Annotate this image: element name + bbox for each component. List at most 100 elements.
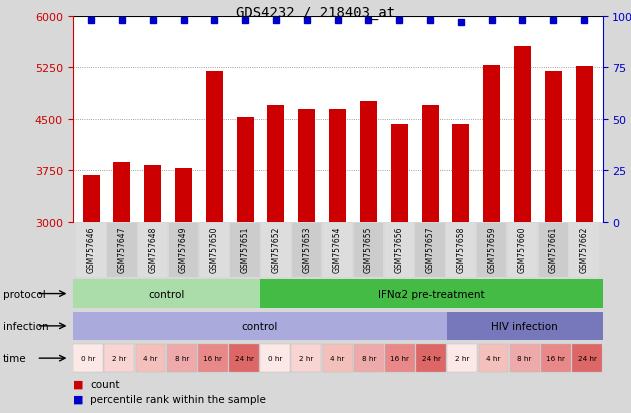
Text: 16 hr: 16 hr (546, 355, 565, 361)
Text: 4 hr: 4 hr (143, 355, 158, 361)
Bar (354, 223, 383, 277)
Text: GSM757651: GSM757651 (240, 226, 250, 273)
Bar (384, 223, 414, 277)
Text: 8 hr: 8 hr (517, 355, 532, 361)
Text: 16 hr: 16 hr (391, 355, 410, 361)
Text: GSM757658: GSM757658 (456, 226, 465, 273)
Text: 0 hr: 0 hr (81, 355, 95, 361)
Bar (175, 169, 192, 222)
Bar (73, 280, 259, 308)
Bar (447, 344, 477, 373)
Text: GSM757657: GSM757657 (425, 226, 435, 273)
Text: 16 hr: 16 hr (203, 355, 222, 361)
Bar (144, 166, 161, 222)
Bar (259, 280, 603, 308)
Text: 2 hr: 2 hr (299, 355, 314, 361)
Bar (569, 223, 599, 277)
Bar (510, 344, 540, 373)
Bar (452, 125, 469, 222)
Text: ■: ■ (73, 379, 83, 389)
Text: 8 hr: 8 hr (362, 355, 376, 361)
Bar (104, 344, 134, 373)
Text: GSM757649: GSM757649 (179, 226, 188, 273)
Bar (572, 344, 602, 373)
Text: 4 hr: 4 hr (331, 355, 345, 361)
Bar (107, 223, 136, 277)
Text: IFNα2 pre-treatment: IFNα2 pre-treatment (378, 289, 485, 299)
Text: control: control (148, 289, 184, 299)
Bar (323, 223, 352, 277)
Text: GSM757652: GSM757652 (271, 226, 280, 273)
Bar (422, 106, 439, 222)
Text: 24 hr: 24 hr (235, 355, 254, 361)
Bar (114, 163, 131, 222)
Text: 2 hr: 2 hr (455, 355, 469, 361)
Text: GSM757662: GSM757662 (580, 226, 589, 273)
Bar (76, 223, 106, 277)
Text: GSM757647: GSM757647 (117, 226, 126, 273)
Bar (385, 344, 415, 373)
Text: percentile rank within the sample: percentile rank within the sample (90, 394, 266, 404)
Text: 2 hr: 2 hr (112, 355, 127, 361)
Bar (416, 344, 446, 373)
Text: 8 hr: 8 hr (175, 355, 189, 361)
Bar (237, 118, 254, 222)
Text: 4 hr: 4 hr (487, 355, 500, 361)
Bar (298, 110, 316, 222)
Text: 0 hr: 0 hr (268, 355, 283, 361)
Text: infection: infection (3, 321, 49, 331)
Text: GSM757650: GSM757650 (210, 226, 219, 273)
Text: 24 hr: 24 hr (422, 355, 440, 361)
Bar (541, 344, 571, 373)
Text: count: count (90, 379, 120, 389)
Text: protocol: protocol (3, 289, 46, 299)
Text: control: control (242, 321, 278, 331)
Bar (539, 223, 568, 277)
Bar (138, 223, 167, 277)
Text: GSM757646: GSM757646 (86, 226, 95, 273)
Text: GSM757653: GSM757653 (302, 226, 311, 273)
Bar (229, 344, 259, 373)
Bar (206, 71, 223, 222)
Text: GSM757655: GSM757655 (364, 226, 373, 273)
Bar (73, 312, 447, 340)
Bar (478, 344, 509, 373)
Bar (73, 344, 103, 373)
Bar (169, 223, 198, 277)
Bar (83, 176, 100, 222)
Bar (167, 344, 197, 373)
Bar (447, 312, 603, 340)
Text: GSM757659: GSM757659 (487, 226, 496, 273)
Bar (415, 223, 445, 277)
Bar (261, 223, 291, 277)
Bar (260, 344, 290, 373)
Bar (508, 223, 537, 277)
Bar (136, 344, 165, 373)
Bar (575, 67, 593, 222)
Text: GSM757661: GSM757661 (549, 226, 558, 273)
Bar (199, 223, 229, 277)
Text: GSM757656: GSM757656 (395, 226, 404, 273)
Bar (198, 344, 228, 373)
Text: GDS4232 / 218403_at: GDS4232 / 218403_at (236, 6, 395, 20)
Bar (354, 344, 384, 373)
Text: 24 hr: 24 hr (577, 355, 596, 361)
Bar (268, 106, 285, 222)
Bar (230, 223, 260, 277)
Bar (292, 223, 321, 277)
Bar (391, 125, 408, 222)
Bar (446, 223, 476, 277)
Text: GSM757654: GSM757654 (333, 226, 342, 273)
Bar (477, 223, 506, 277)
Text: GSM757648: GSM757648 (148, 226, 157, 273)
Bar (514, 47, 531, 222)
Bar (329, 110, 346, 222)
Bar (292, 344, 321, 373)
Text: GSM757660: GSM757660 (518, 226, 527, 273)
Bar (483, 66, 500, 222)
Bar (360, 102, 377, 222)
Text: HIV infection: HIV infection (492, 321, 558, 331)
Text: time: time (3, 353, 27, 363)
Text: ■: ■ (73, 394, 83, 404)
Bar (545, 71, 562, 222)
